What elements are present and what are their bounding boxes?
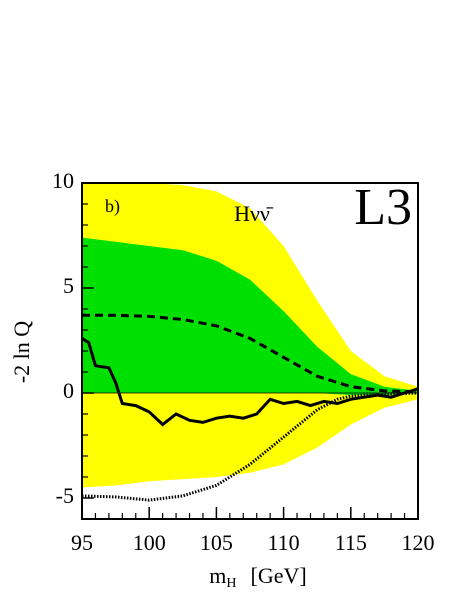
- x-tick-label: 95: [71, 530, 93, 555]
- series-line: [82, 313, 418, 394]
- x-tick-label: 120: [402, 530, 435, 555]
- x-tick-label: 110: [268, 530, 300, 555]
- y-axis-label: -2 ln Q: [9, 321, 34, 383]
- x-tick-label: 115: [335, 530, 367, 555]
- channel-label: Hνν̄: [234, 201, 274, 226]
- x-axis-label-sub: H: [226, 576, 236, 591]
- y-tick-label: 10: [52, 168, 74, 193]
- y-tick-label: -5: [56, 483, 74, 508]
- y-tick-label: 5: [63, 273, 74, 298]
- experiment-label: L3: [354, 179, 412, 236]
- x-axis-label-unit: [GeV]: [251, 563, 307, 588]
- panel-label: b): [105, 196, 120, 217]
- overlay: -5 0 5 10 95 100 105 110 115 120: [52, 168, 435, 555]
- y-tick-label: 0: [63, 378, 74, 403]
- x-axis-label-main: m: [209, 563, 226, 588]
- x-tick-label: 100: [133, 530, 166, 555]
- plot-area: [82, 183, 418, 502]
- x-axis-label: mH [GeV]: [209, 563, 306, 591]
- x-tick-label: 105: [200, 530, 233, 555]
- series-line: [82, 337, 418, 427]
- band: [82, 237, 418, 396]
